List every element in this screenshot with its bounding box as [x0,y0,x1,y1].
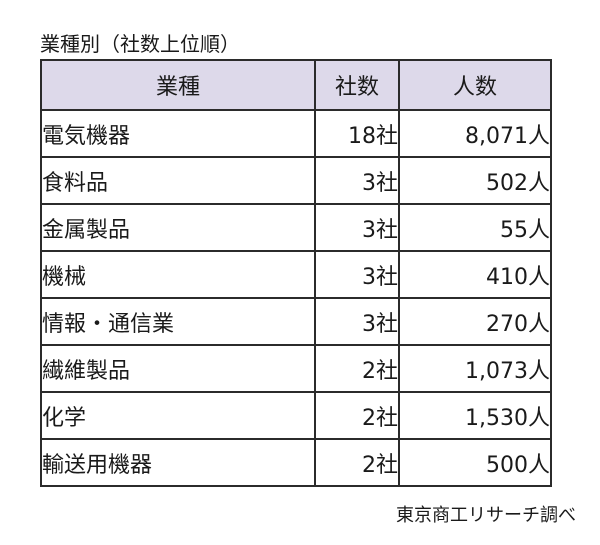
people-cell: 1,530人 [398,391,552,440]
table-title: 業種別（社数上位順） [40,32,240,56]
people-cell: 1,073人 [398,344,552,393]
people-cell: 410人 [398,250,552,299]
industry-cell: 化学 [40,391,316,440]
people-cell: 8,071人 [398,109,552,158]
people-cell: 55人 [398,203,552,252]
table-row: 化学 2社 1,530人 [40,391,552,440]
table-row: 金属製品 3社 55人 [40,203,552,252]
industry-cell: 金属製品 [40,203,316,252]
table-header-row: 業種 社数 人数 [40,59,552,111]
people-cell: 270人 [398,297,552,346]
industry-cell: 機械 [40,250,316,299]
industry-table: 業種 社数 人数 電気機器 18社 8,071人 食料品 3社 502人 金属製… [40,59,552,487]
table-row: 情報・通信業 3社 270人 [40,297,552,346]
companies-cell: 2社 [314,438,400,487]
industry-cell: 輸送用機器 [40,438,316,487]
companies-cell: 3社 [314,250,400,299]
header-companies: 社数 [314,59,400,111]
industry-cell: 情報・通信業 [40,297,316,346]
companies-cell: 18社 [314,109,400,158]
companies-cell: 3社 [314,297,400,346]
industry-cell: 食料品 [40,156,316,205]
companies-cell: 2社 [314,391,400,440]
source-note: 東京商工リサーチ調べ [396,505,576,526]
table-row: 繊維製品 2社 1,073人 [40,344,552,393]
companies-cell: 3社 [314,156,400,205]
table-row: 機械 3社 410人 [40,250,552,299]
table-row: 輸送用機器 2社 500人 [40,438,552,487]
table-row: 食料品 3社 502人 [40,156,552,205]
header-people: 人数 [398,59,552,111]
people-cell: 502人 [398,156,552,205]
table-row: 電気機器 18社 8,071人 [40,109,552,158]
industry-cell: 繊維製品 [40,344,316,393]
industry-cell: 電気機器 [40,109,316,158]
companies-cell: 2社 [314,344,400,393]
people-cell: 500人 [398,438,552,487]
header-industry: 業種 [40,59,316,111]
companies-cell: 3社 [314,203,400,252]
